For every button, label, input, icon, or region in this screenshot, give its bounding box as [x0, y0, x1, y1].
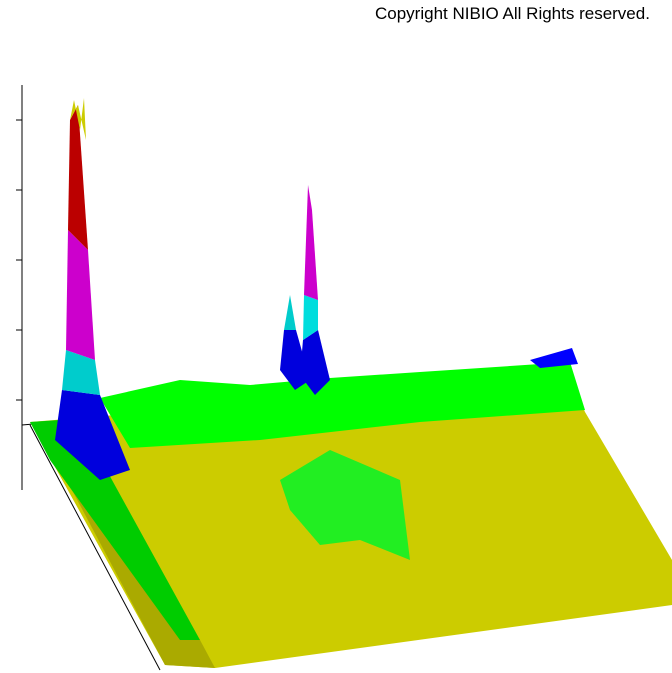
peak-cyan: [62, 350, 100, 395]
peak-blue: [300, 330, 330, 395]
peak-magenta: [304, 185, 318, 300]
peak-blue: [55, 390, 130, 480]
green-band: [100, 362, 585, 448]
green-patch: [280, 450, 410, 560]
blue-bump: [530, 348, 578, 368]
x-axis: [29, 424, 161, 671]
copyright: Copyright NIBIO All Rights reserved.: [375, 4, 650, 23]
peak-magenta: [66, 230, 95, 360]
peak-red: [68, 105, 88, 250]
peak-cyan: [284, 295, 296, 330]
green-ridge: [30, 420, 200, 640]
peak-tip: [70, 98, 86, 140]
peak-cyan: [303, 295, 318, 340]
